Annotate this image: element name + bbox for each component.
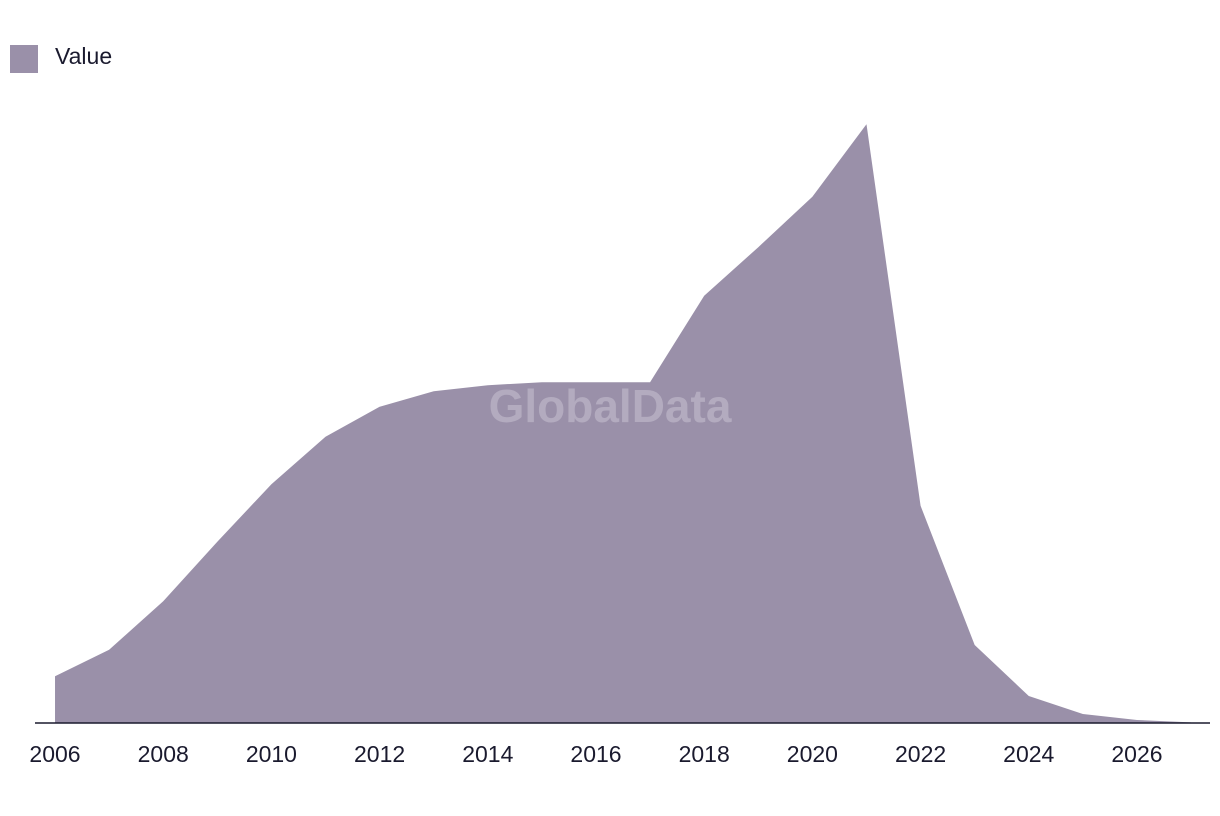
x-tick-label: 2010 xyxy=(246,741,297,767)
x-tick-label: 2008 xyxy=(138,741,189,767)
x-tick-label: 2012 xyxy=(354,741,405,767)
watermark: GlobalData xyxy=(489,380,732,432)
x-tick-label: 2006 xyxy=(29,741,80,767)
x-tick-label: 2020 xyxy=(787,741,838,767)
x-tick-label: 2024 xyxy=(1003,741,1054,767)
x-tick-label: 2026 xyxy=(1111,741,1162,767)
x-tick-label: 2022 xyxy=(895,741,946,767)
legend-label: Value xyxy=(55,43,112,69)
x-tick-label: 2014 xyxy=(462,741,513,767)
x-tick-label: 2016 xyxy=(570,741,621,767)
area xyxy=(55,124,1192,723)
x-tick-label: 2018 xyxy=(679,741,730,767)
legend-swatch xyxy=(10,45,38,73)
